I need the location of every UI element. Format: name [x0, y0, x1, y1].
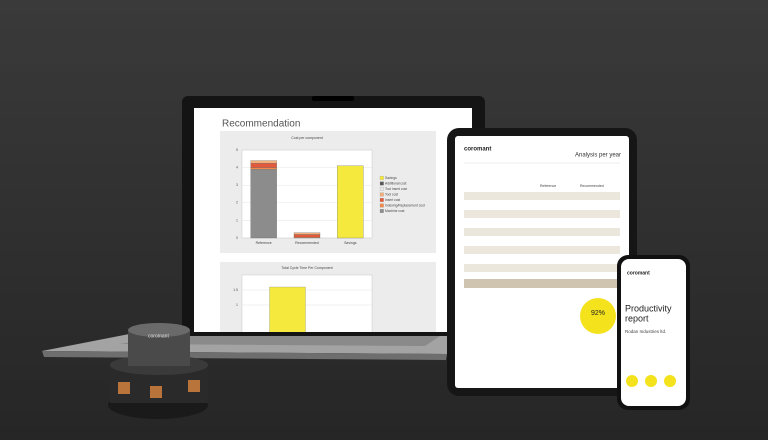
laptop-notch: [312, 96, 354, 101]
legend-swatch: [379, 187, 384, 191]
bar-segment: [250, 167, 277, 170]
y-tick-label: 2: [236, 201, 238, 205]
tool-body-top: [128, 323, 190, 337]
legend-swatch: [379, 192, 384, 197]
phone-title: report: [625, 313, 649, 323]
chart-title: Cost per component: [291, 136, 323, 140]
legend-label: Machine cost: [385, 209, 405, 213]
brand: coromant: [464, 147, 491, 153]
bar-segment: [250, 160, 277, 164]
row: [464, 264, 620, 272]
legend-label: Insert cost: [385, 198, 400, 202]
y-tick-label: 4: [236, 166, 238, 170]
table-rows: [464, 192, 620, 288]
tablet-title: Analysis per year: [575, 153, 621, 159]
row: [464, 279, 620, 288]
brand: coromant: [148, 333, 169, 339]
chart-title: Total Cycle Time Per Component: [281, 266, 332, 270]
bar-segment: [293, 234, 321, 238]
legend-swatch: [379, 203, 384, 208]
tablet-screen: [455, 136, 629, 388]
legend-label: Additional cost: [385, 181, 407, 185]
badge: [580, 298, 616, 334]
legend-label: Tool insert cost: [385, 187, 407, 191]
row: [464, 246, 620, 254]
company: Rodan Industries ltd.: [625, 329, 666, 334]
insert: [150, 386, 162, 398]
icon: [626, 375, 638, 387]
y-tick-label: 0: [236, 236, 238, 240]
y-tick-label: 1: [236, 303, 238, 307]
legend-swatch: [379, 198, 384, 202]
y-tick-label: 1: [236, 218, 238, 222]
bar-segment: [250, 169, 277, 239]
insert: [188, 380, 200, 392]
row: [464, 228, 620, 236]
charts: Cost per component 0 1 2 3 4 5 Reference Recomme…: [233, 136, 425, 332]
bar-segment: [293, 232, 321, 235]
insert: [118, 382, 130, 394]
x-tick-label: Savings: [344, 241, 357, 245]
y-tick-label: 5: [236, 148, 238, 152]
screen-title: Recommendation: [222, 119, 300, 130]
bar-segment: [337, 165, 364, 239]
badge-value: 92%: [591, 310, 605, 317]
legend-label: Tool cost: [385, 192, 398, 196]
x-tick-label: Recommended: [295, 241, 319, 245]
column-header: Reference: [540, 184, 556, 188]
bar: [269, 286, 306, 332]
bar-segment: [250, 163, 277, 168]
legend-label: Savings: [385, 176, 397, 180]
legend-label: Indexing/Replacement cost: [385, 203, 425, 207]
brand: coromant: [627, 270, 650, 276]
laptop-keyboard: [120, 334, 440, 346]
phone-screen: [621, 259, 686, 406]
legend-swatch: [379, 181, 384, 186]
row: [464, 210, 620, 218]
legend-swatch: [379, 209, 384, 213]
y-tick-label: 1.5: [233, 288, 238, 292]
milling-tool: coromant: [108, 323, 208, 419]
legend-swatch: [379, 176, 384, 180]
icon: [645, 375, 657, 387]
phone-title: Productivity: [625, 303, 672, 313]
icon: [664, 375, 676, 387]
y-tick-label: 3: [236, 183, 238, 187]
column-header: Recommended: [580, 184, 604, 188]
row: [464, 192, 620, 200]
x-tick-label: Reference: [256, 241, 272, 245]
